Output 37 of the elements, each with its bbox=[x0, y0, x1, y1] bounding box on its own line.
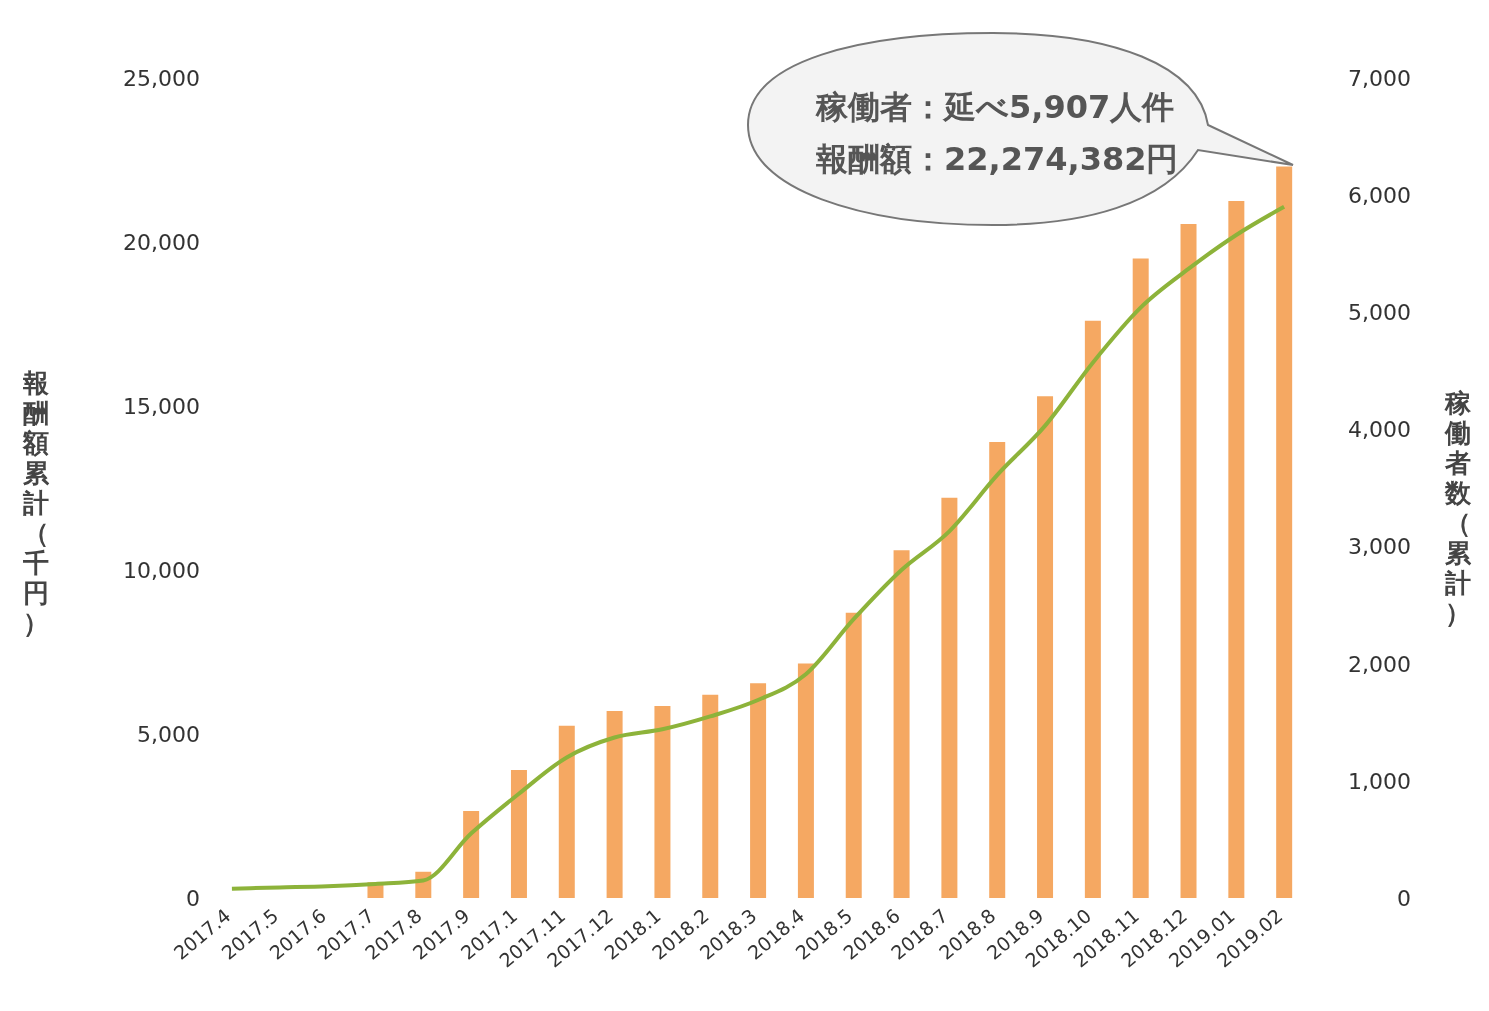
bar bbox=[1228, 201, 1245, 898]
y2-tick-label: 6,000 bbox=[1348, 182, 1411, 208]
bar bbox=[1084, 320, 1101, 898]
y2-axis-title: 稼働者数（累計） bbox=[1443, 388, 1472, 628]
y-tick-label: 5,000 bbox=[137, 721, 200, 747]
bar bbox=[1180, 223, 1197, 898]
y2-tick-label: 7,000 bbox=[1348, 65, 1411, 91]
bar bbox=[463, 811, 480, 898]
y-tick-label: 0 bbox=[186, 885, 200, 911]
bar bbox=[989, 442, 1006, 898]
y2-tick-label: 5,000 bbox=[1348, 300, 1411, 326]
bar bbox=[1037, 396, 1054, 898]
y-tick-label: 25,000 bbox=[123, 65, 200, 91]
bar bbox=[654, 706, 671, 898]
bar bbox=[558, 725, 575, 898]
line-series bbox=[229, 204, 1287, 891]
y2-tick-label: 3,000 bbox=[1348, 534, 1411, 560]
y2-tick-label: 0 bbox=[1397, 885, 1411, 911]
y-tick-label: 15,000 bbox=[123, 393, 200, 419]
bar bbox=[941, 497, 958, 898]
y2-tick-label: 4,000 bbox=[1348, 417, 1411, 443]
y-tick-label: 20,000 bbox=[123, 229, 200, 255]
bar bbox=[510, 770, 527, 898]
y2-tick-label: 1,000 bbox=[1348, 768, 1411, 794]
bar bbox=[750, 683, 767, 898]
bar bbox=[845, 612, 862, 898]
y-tick-label: 10,000 bbox=[123, 557, 200, 583]
annotation: 報酬額：22,274,382円 bbox=[816, 139, 1179, 180]
bar bbox=[1276, 166, 1293, 898]
text: 報酬額累計（千円） bbox=[23, 368, 49, 638]
bar bbox=[893, 550, 910, 898]
bar bbox=[1132, 258, 1149, 898]
bar bbox=[702, 694, 719, 898]
bar bbox=[797, 663, 814, 898]
bar bbox=[606, 711, 623, 898]
annotation: 稼働者：延べ5,907人件 bbox=[816, 87, 1175, 128]
y2-tick-label: 2,000 bbox=[1348, 651, 1411, 677]
